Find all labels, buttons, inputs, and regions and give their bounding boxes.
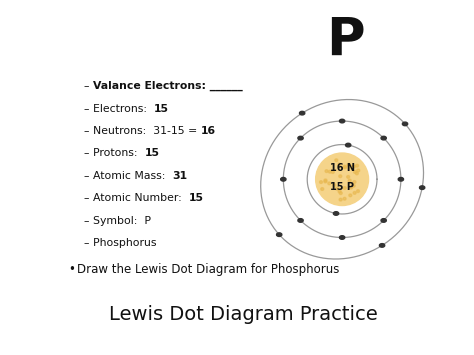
Ellipse shape — [321, 188, 324, 190]
Ellipse shape — [381, 219, 386, 222]
Ellipse shape — [352, 165, 356, 168]
Text: Lewis Dot Diagram Practice: Lewis Dot Diagram Practice — [109, 305, 377, 324]
Text: 15: 15 — [189, 193, 204, 203]
Text: – Electrons:: – Electrons: — [84, 104, 154, 114]
Ellipse shape — [343, 197, 346, 200]
Text: –: – — [84, 81, 93, 91]
Ellipse shape — [298, 136, 303, 140]
Ellipse shape — [343, 187, 346, 189]
Ellipse shape — [339, 192, 342, 195]
Ellipse shape — [333, 212, 339, 215]
Ellipse shape — [281, 178, 286, 181]
Ellipse shape — [357, 169, 360, 172]
Ellipse shape — [381, 136, 386, 140]
Ellipse shape — [339, 236, 345, 239]
Ellipse shape — [348, 179, 351, 182]
Ellipse shape — [346, 143, 351, 147]
Ellipse shape — [338, 163, 341, 166]
Ellipse shape — [419, 186, 425, 190]
Ellipse shape — [324, 180, 327, 183]
Ellipse shape — [339, 119, 345, 123]
Text: 31: 31 — [173, 171, 188, 181]
Ellipse shape — [298, 219, 303, 222]
Ellipse shape — [379, 244, 385, 247]
Ellipse shape — [350, 186, 353, 189]
Ellipse shape — [336, 187, 338, 190]
Text: 16: 16 — [201, 126, 216, 136]
Ellipse shape — [353, 192, 356, 194]
Ellipse shape — [350, 165, 353, 168]
Text: •: • — [68, 263, 75, 275]
Text: P: P — [327, 15, 365, 67]
Ellipse shape — [344, 166, 346, 169]
Text: 16 N: 16 N — [329, 163, 355, 173]
Ellipse shape — [338, 190, 341, 193]
Ellipse shape — [356, 190, 359, 192]
Text: – Neutrons:  31-15 =: – Neutrons: 31-15 = — [84, 126, 201, 136]
Ellipse shape — [347, 164, 350, 166]
Ellipse shape — [349, 194, 352, 197]
Text: 15 P: 15 P — [330, 182, 354, 192]
Ellipse shape — [316, 153, 369, 206]
Ellipse shape — [352, 184, 355, 187]
Ellipse shape — [398, 178, 403, 181]
Ellipse shape — [354, 170, 356, 173]
Text: – Phosphorus: – Phosphorus — [84, 238, 157, 248]
Text: – Symbol:  P: – Symbol: P — [84, 215, 151, 226]
Ellipse shape — [325, 170, 328, 173]
Ellipse shape — [339, 175, 342, 178]
Ellipse shape — [346, 175, 350, 178]
Ellipse shape — [356, 164, 358, 167]
Ellipse shape — [319, 181, 322, 184]
Text: Valance Electrons: ______: Valance Electrons: ______ — [93, 81, 243, 91]
Ellipse shape — [328, 170, 331, 173]
Ellipse shape — [339, 198, 342, 201]
Ellipse shape — [324, 179, 327, 182]
Ellipse shape — [328, 182, 331, 185]
Text: – Protons:: – Protons: — [84, 148, 145, 158]
Text: 15: 15 — [154, 104, 169, 114]
Ellipse shape — [353, 181, 356, 184]
Ellipse shape — [300, 111, 305, 115]
Text: 15: 15 — [145, 148, 160, 158]
Text: – Atomic Mass:: – Atomic Mass: — [84, 171, 173, 181]
Ellipse shape — [335, 159, 338, 162]
Text: – Atomic Number:: – Atomic Number: — [84, 193, 189, 203]
Ellipse shape — [343, 165, 346, 168]
Ellipse shape — [356, 172, 358, 175]
Ellipse shape — [333, 184, 336, 186]
Text: Draw the Lewis Dot Diagram for Phosphorus: Draw the Lewis Dot Diagram for Phosphoru… — [77, 263, 339, 275]
Ellipse shape — [331, 171, 334, 174]
Ellipse shape — [276, 233, 282, 236]
Ellipse shape — [402, 122, 408, 126]
